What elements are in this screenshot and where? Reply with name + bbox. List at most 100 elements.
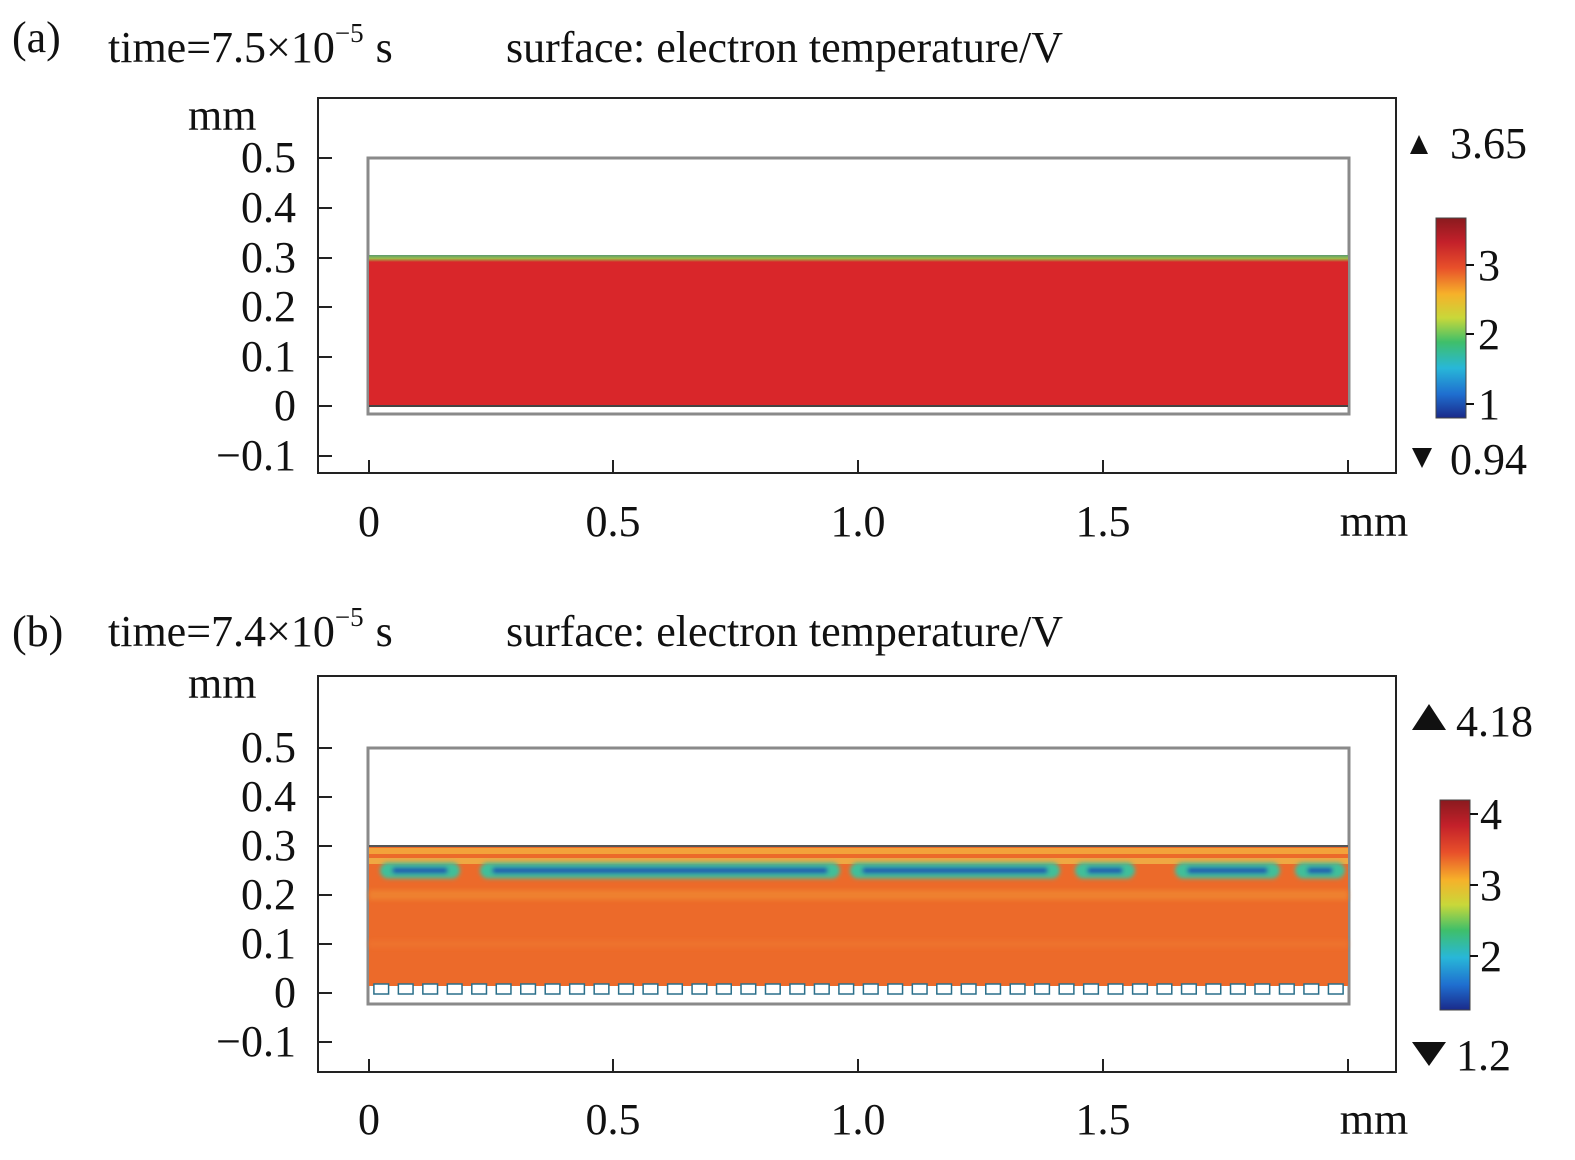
y-tick-label: −0.1 (216, 1017, 296, 1066)
electrode-tooth (1254, 983, 1271, 995)
heated-region (369, 260, 1348, 406)
colorbar-gradient (1439, 799, 1471, 1011)
colorbar-max-label: 4.18 (1456, 697, 1533, 746)
electrode-tooth (593, 983, 610, 995)
x-axis-ticks: 0 0.5 1.0 1.5 (358, 460, 1349, 546)
max-triangle-icon (1410, 135, 1428, 154)
y-tick-label: 0.4 (241, 183, 296, 232)
time-label: time=7.5×10−5 s (108, 18, 393, 72)
x-tick-label: 0 (358, 1095, 380, 1144)
y-tick-label: 0 (274, 381, 296, 430)
colorbar-tick: 2 (1478, 310, 1500, 359)
cool-band-core (862, 867, 1048, 874)
cool-band (380, 862, 1345, 879)
x-tick-label: 0.5 (586, 1095, 641, 1144)
electrode-tooth (1180, 983, 1198, 995)
y-axis-ticks: 0.5 0.4 0.3 0.2 0.1 0 −0.1 (216, 723, 332, 1066)
electrode-tooth (862, 983, 879, 995)
x-axis-unit: mm (1340, 497, 1408, 546)
cool-band-core (392, 867, 448, 874)
y-tick-label: 0.4 (241, 772, 296, 821)
electrode-tooth (813, 983, 830, 995)
electrode-tooth (519, 983, 537, 995)
electrode-tooth (1107, 983, 1124, 995)
electrode-tooth (960, 983, 977, 995)
surface-title: surface: electron temperature/V (506, 23, 1063, 72)
electrode-tooth (1156, 983, 1173, 995)
colorbar-tick: 2 (1480, 932, 1502, 981)
y-axis-unit: mm (188, 91, 256, 140)
time-label: time=7.4×10−5 s (108, 602, 393, 656)
y-tick-label: 0.1 (241, 332, 296, 381)
electrode-tooth (544, 983, 561, 995)
y-tick-label: 0.5 (241, 133, 296, 182)
electrode-tooth (373, 983, 390, 995)
electrode-tooth (838, 983, 855, 995)
panel-label: (a) (12, 13, 61, 62)
colorbar-tick: 3 (1480, 861, 1502, 910)
x-tick-label: 1.0 (831, 1095, 886, 1144)
electrode-tooth (1033, 983, 1051, 995)
min-triangle-icon (1412, 1042, 1446, 1066)
electrode-tooth (1278, 983, 1295, 995)
electrode-tooth (1303, 983, 1320, 995)
y-tick-label: −0.1 (216, 431, 296, 480)
panel-b: (b) time=7.4×10−5 s surface: electron tem… (12, 602, 1533, 1144)
y-tick-label: 0.2 (241, 282, 296, 331)
y-tick-label: 0.2 (241, 870, 296, 919)
cool-band-core (1087, 867, 1123, 874)
electrode-tooth (715, 983, 732, 995)
electrode-tooth (471, 983, 488, 995)
cool-band-core (1307, 867, 1333, 874)
colorbar-tick: 1 (1478, 380, 1500, 429)
electrode-tooth (936, 983, 953, 995)
x-axis-unit: mm (1340, 1095, 1408, 1144)
x-tick-label: 1.5 (1076, 497, 1131, 546)
electrode-tooth (1327, 983, 1344, 995)
colorbar-min-label: 1.2 (1456, 1031, 1511, 1080)
colorbar-gradient (1435, 217, 1467, 419)
electrode-tooth (764, 983, 781, 995)
x-axis-ticks: 0 0.5 1.0 1.5 (358, 1059, 1349, 1144)
x-tick-label: 1.0 (831, 497, 886, 546)
y-tick-label: 0.3 (241, 821, 296, 870)
electrode-teeth (373, 983, 1344, 995)
electrode-tooth (642, 983, 659, 995)
electrode-tooth (495, 983, 512, 995)
heated-region-texture (369, 848, 1348, 948)
electrode-tooth (1131, 983, 1149, 995)
electrode-tooth (691, 983, 708, 995)
colorbar: 3.65 3 2 1 0.94 (1410, 119, 1527, 484)
electrode-tooth (1229, 983, 1246, 995)
electrode-tooth (985, 983, 1002, 995)
electrode-tooth (397, 983, 414, 995)
electrode-tooth (568, 983, 586, 995)
electrode-tooth (617, 983, 635, 995)
region-top-edge (369, 255, 1348, 262)
electrode-tooth (1058, 983, 1075, 995)
panel-a: (a) time=7.5×10−5 s surface: electron tem… (12, 13, 1527, 546)
min-triangle-icon (1412, 448, 1432, 468)
electrode-tooth (1009, 983, 1026, 995)
electrode-tooth (1205, 983, 1222, 995)
electrode-tooth (422, 983, 439, 995)
cool-band-core (1187, 867, 1268, 874)
colorbar-max-label: 3.65 (1450, 119, 1527, 168)
y-tick-label: 0.3 (241, 233, 296, 282)
colorbar-tick: 3 (1478, 241, 1500, 290)
electrode-tooth (446, 983, 463, 995)
y-tick-label: 0.1 (241, 919, 296, 968)
electrode-tooth (740, 983, 757, 995)
cool-band-core (492, 867, 828, 874)
y-axis-unit: mm (188, 659, 256, 708)
x-tick-label: 1.5 (1076, 1095, 1131, 1144)
colorbar: 4.18 4 3 2 1.2 (1412, 697, 1533, 1080)
panel-label: (b) (12, 607, 63, 656)
max-triangle-icon (1412, 704, 1446, 730)
electrode-tooth (1082, 983, 1100, 995)
colorbar-min-label: 0.94 (1450, 435, 1527, 484)
y-axis-ticks: 0.5 0.4 0.3 0.2 0.1 0 −0.1 (216, 133, 332, 480)
electrode-tooth (887, 983, 904, 995)
y-tick-label: 0.5 (241, 723, 296, 772)
